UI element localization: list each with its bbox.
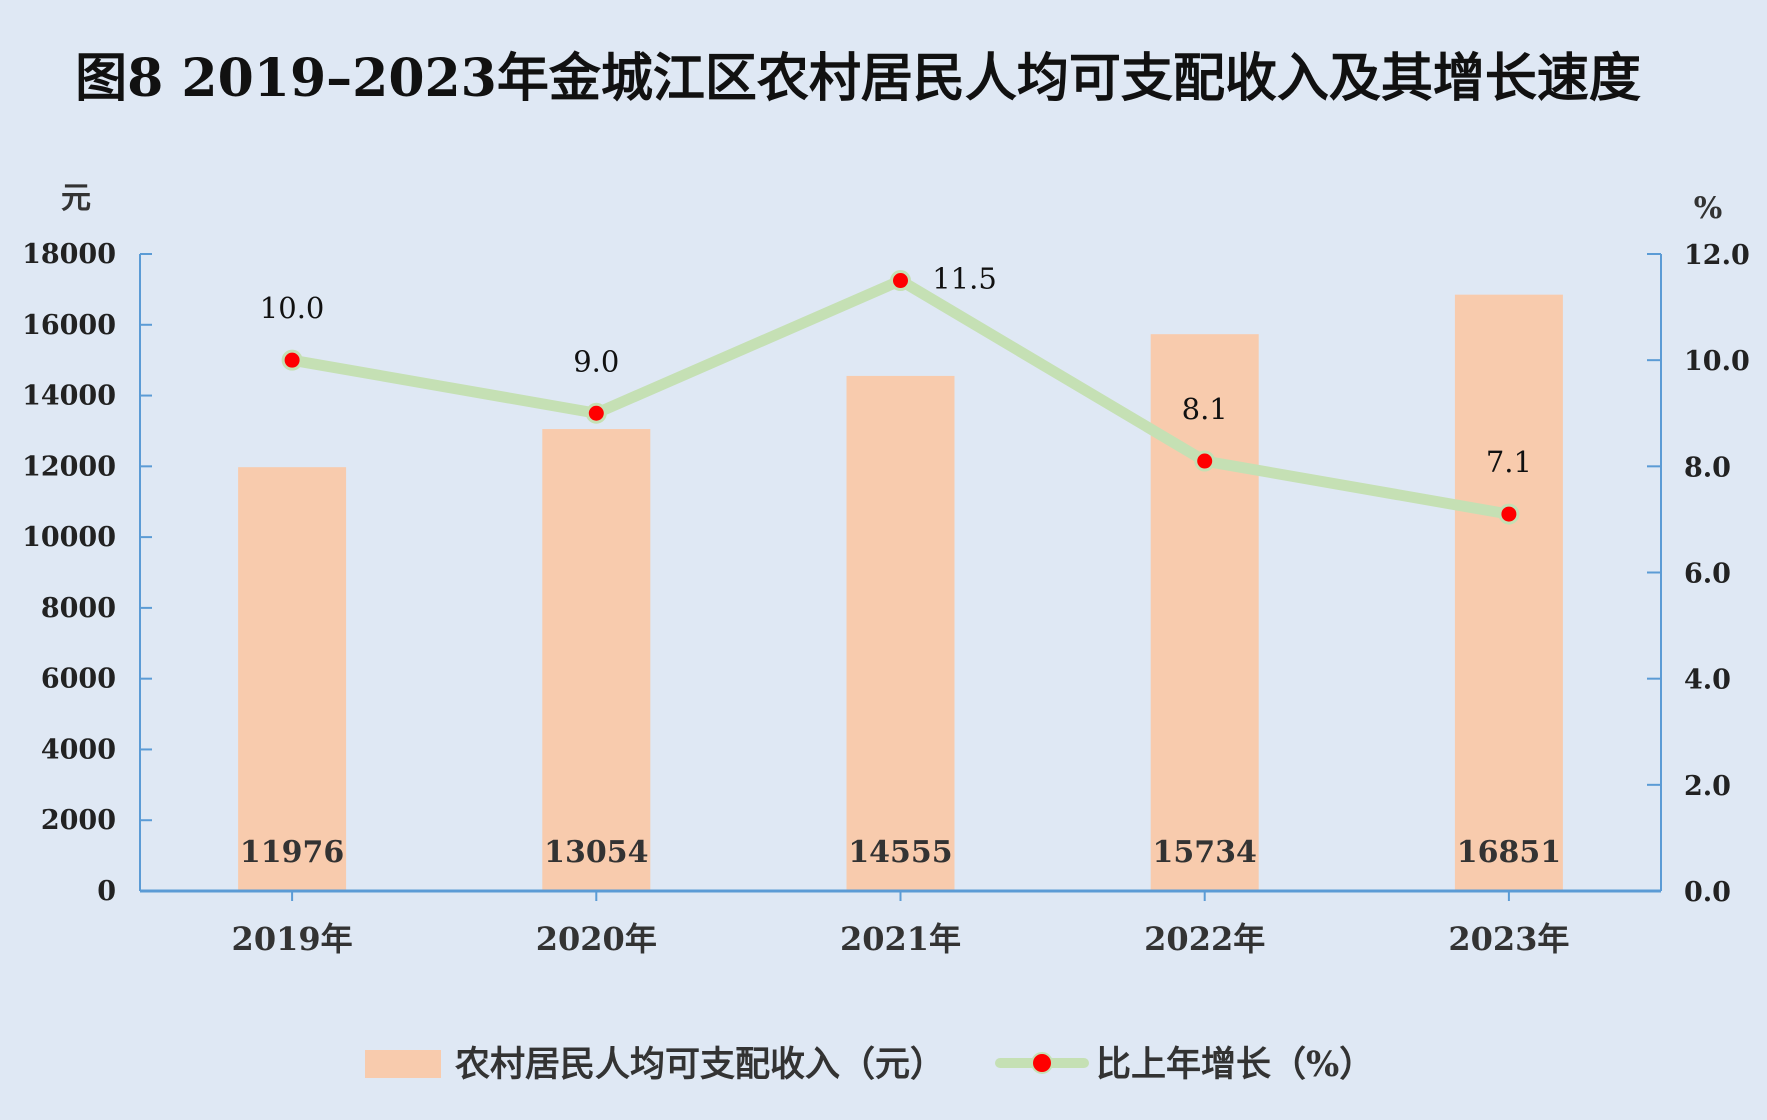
income-bar-value-label: 15734 — [1153, 835, 1257, 870]
growth-point-label: 7.1 — [1486, 445, 1532, 479]
right-axis-tick-label: 6.0 — [1684, 559, 1731, 590]
income-bar-value-label: 14555 — [848, 835, 952, 870]
right-axis-tick-label: 2.0 — [1684, 771, 1731, 802]
growth-point-marker — [1194, 450, 1216, 472]
growth-point-label: 10.0 — [260, 291, 325, 325]
right-axis: 0.0 2.0 4.0 6.0 8.0 10.0 12.0 — [1647, 240, 1750, 908]
left-axis-tick-label: 12000 — [22, 451, 116, 482]
income-bar — [1150, 334, 1259, 891]
legend-bar-label: 农村居民人均可支配收入（元） — [455, 1044, 945, 1085]
x-axis-category-label: 2020年 — [536, 920, 657, 958]
growth-point-marker — [585, 402, 607, 424]
legend-line-marker — [1031, 1052, 1053, 1074]
left-axis-tick-label: 14000 — [22, 381, 116, 412]
income-bar-value-label: 13054 — [544, 835, 648, 870]
legend-line-label: 比上年增长（%） — [1096, 1044, 1374, 1085]
left-axis-unit: 元 — [61, 181, 91, 216]
growth-point-label: 8.1 — [1182, 392, 1228, 426]
income-bar — [542, 429, 651, 891]
income-bar-value-label: 11976 — [240, 835, 344, 870]
x-axis: 2019年 2020年 2021年 2022年 2023年 — [140, 889, 1661, 958]
left-axis-tick-label: 8000 — [41, 593, 116, 624]
left-axis-tick-label: 10000 — [22, 522, 116, 553]
bar-series: 11976 13054 14555 15734 16851 — [238, 294, 1563, 891]
income-bar — [1454, 294, 1563, 891]
growth-point-marker — [890, 270, 911, 292]
growth-point-label: 11.5 — [932, 262, 997, 296]
right-axis-tick-label: 0.0 — [1684, 877, 1731, 908]
right-axis-unit: % — [1694, 191, 1723, 226]
growth-point-marker — [1498, 503, 1520, 525]
left-axis-tick-label: 0 — [97, 876, 116, 907]
x-axis-category-label: 2021年 — [840, 920, 961, 958]
growth-line-series: 10.0 9.0 11.5 8.1 7.1 — [260, 262, 1532, 525]
right-axis-tick-label: 8.0 — [1684, 452, 1731, 483]
right-axis-tick-label: 10.0 — [1684, 346, 1750, 377]
left-axis: 0 2000 4000 6000 8000 10000 12000 14000 16000 180… — [22, 239, 152, 907]
growth-point-label: 9.0 — [573, 344, 619, 378]
x-axis-category-label: 2022年 — [1144, 920, 1265, 958]
right-axis-tick-label: 4.0 — [1684, 665, 1731, 696]
growth-point-marker — [281, 349, 303, 371]
x-axis-category-label: 2019年 — [232, 920, 353, 958]
right-axis-tick-label: 12.0 — [1684, 240, 1750, 271]
left-axis-tick-label: 16000 — [22, 310, 116, 341]
income-bar — [238, 467, 347, 891]
income-bar — [846, 375, 955, 891]
chart-title: 图8 2019–2023年金城江区农村居民人均可支配收入及其增长速度 — [75, 48, 1641, 109]
income-bar-value-label: 16851 — [1457, 835, 1561, 870]
left-axis-tick-label: 6000 — [41, 664, 116, 695]
left-axis-tick-label: 18000 — [22, 239, 116, 270]
legend: 农村居民人均可支配收入（元） 比上年增长（%） — [365, 1044, 1374, 1085]
x-axis-category-label: 2023年 — [1448, 920, 1569, 958]
left-axis-tick-label: 4000 — [41, 734, 116, 765]
left-axis-tick-label: 2000 — [41, 805, 116, 836]
legend-bar-swatch — [365, 1050, 441, 1078]
